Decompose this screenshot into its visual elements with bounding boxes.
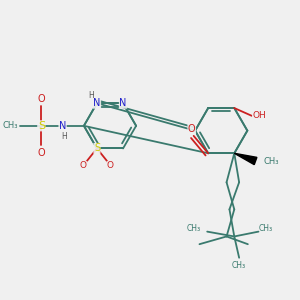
Text: CH₃: CH₃ — [258, 224, 272, 233]
Text: O: O — [107, 161, 114, 170]
Text: CH₃: CH₃ — [263, 157, 279, 166]
Text: N: N — [93, 98, 100, 108]
Text: H: H — [88, 91, 94, 100]
Text: N: N — [119, 98, 127, 108]
Text: H: H — [62, 132, 68, 141]
Text: N: N — [59, 121, 66, 131]
Text: O: O — [38, 94, 45, 104]
Text: O: O — [188, 124, 196, 134]
Text: CH₃: CH₃ — [187, 224, 201, 233]
Text: S: S — [38, 121, 45, 131]
Text: OH: OH — [253, 111, 266, 120]
Text: CH₃: CH₃ — [3, 121, 18, 130]
Text: O: O — [80, 161, 87, 170]
Text: S: S — [94, 143, 100, 153]
Text: O: O — [38, 148, 45, 158]
Text: CH₃: CH₃ — [232, 261, 246, 270]
Polygon shape — [234, 153, 257, 165]
